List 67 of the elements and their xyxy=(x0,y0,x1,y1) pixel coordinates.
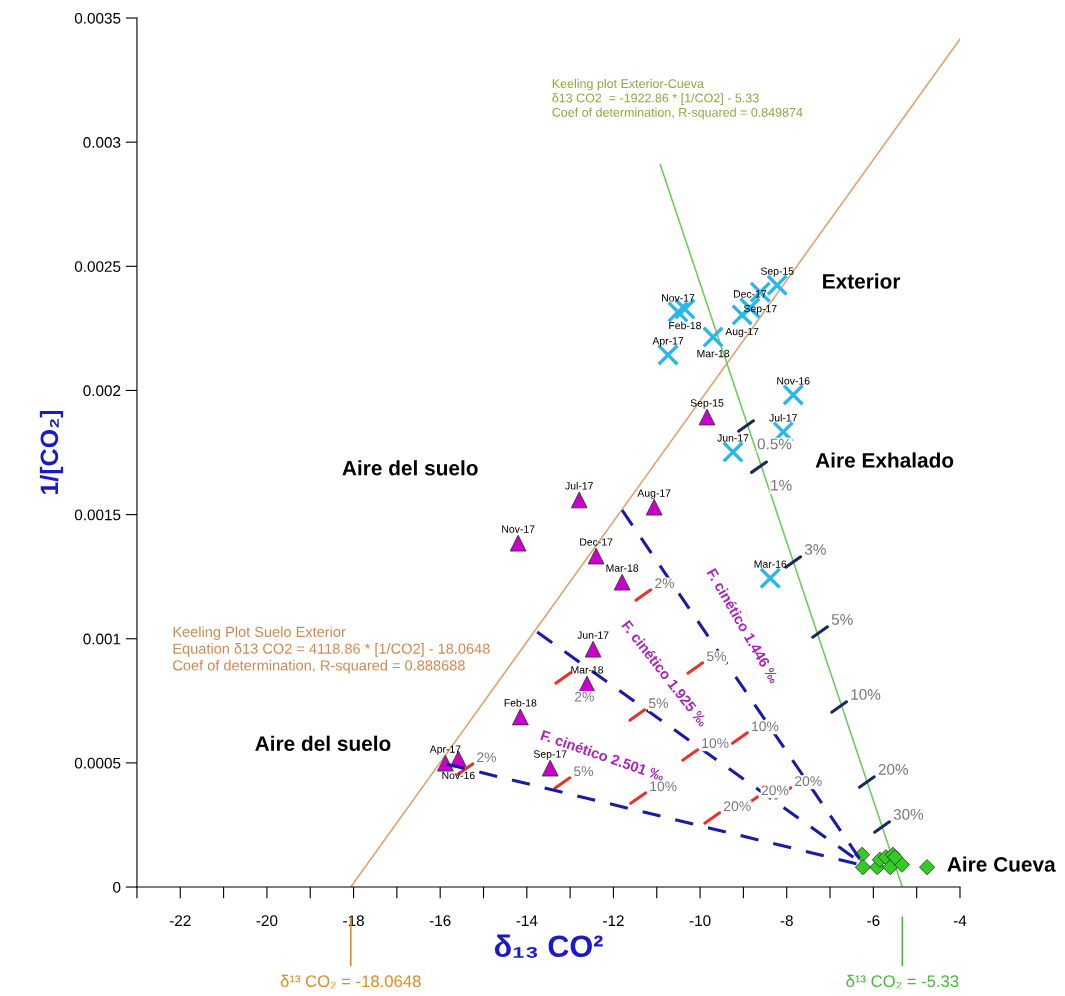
x-tick-label: -14 xyxy=(516,915,538,926)
y-tick-label: 0.0025 xyxy=(74,261,121,272)
annotation: 3% xyxy=(804,544,826,555)
x-tick-label: -20 xyxy=(256,915,278,927)
data-label: Mar-18 xyxy=(606,564,639,572)
annotation: 20% xyxy=(724,801,751,812)
data-label: Apr-17 xyxy=(652,337,684,347)
data-label: Nov-16 xyxy=(442,771,475,780)
annotation: 20% xyxy=(795,776,822,787)
annotation: Keeling Plot Suelo Exterior Equation δ13 CO2 = 4118.86 * [1/CO2] - 18.0648 Coef of determination, R-squared = 0.888688 xyxy=(173,626,490,674)
data-label: Nov-17 xyxy=(502,525,535,533)
y-tick-label: 0.0035 xyxy=(74,12,121,24)
annotation: 2% xyxy=(655,578,675,589)
data-label: Sep-15 xyxy=(690,399,724,409)
y-tick-label: 0.003 xyxy=(83,137,121,148)
annotation: Aire Exhalado xyxy=(815,452,954,468)
data-label: Mar-18 xyxy=(571,666,604,674)
x-tick-label: -16 xyxy=(429,915,451,927)
data-label: Dec-17 xyxy=(580,538,613,546)
data-label: Mar-16 xyxy=(754,560,787,568)
x-tick-label: -6 xyxy=(867,915,880,927)
x-tick-label: -12 xyxy=(603,915,624,926)
annotation: 2% xyxy=(477,752,496,763)
annotation: 10% xyxy=(650,781,677,792)
x-tick-label: -4 xyxy=(953,915,967,926)
data-label: Apr-17 xyxy=(429,745,461,755)
x-tick-label: -8 xyxy=(780,915,793,927)
data-label: Nov-16 xyxy=(777,377,810,385)
y-tick-label: 0.0015 xyxy=(74,509,121,521)
data-label: Aug-17 xyxy=(725,327,759,338)
ref-line-label: δ¹³ CO₂ = -18.0648 xyxy=(280,974,421,989)
y-tick-label: 0 xyxy=(113,881,121,893)
annotation: Aire Cueva xyxy=(947,856,1056,872)
annotation: 5% xyxy=(831,614,853,625)
annotation: 1% xyxy=(771,479,792,491)
y-tick-label: 0.002 xyxy=(83,385,121,397)
x-axis-title: δ₁₃ CO² xyxy=(494,934,603,958)
annotation: 2% xyxy=(575,691,594,702)
x-tick-label: -22 xyxy=(169,915,191,926)
annotation: 5% xyxy=(706,651,727,662)
data-label: Jul-17 xyxy=(769,413,797,422)
annotation: 10% xyxy=(851,689,881,700)
annotation: 30% xyxy=(893,808,924,820)
annotation: 20% xyxy=(761,785,789,796)
data-label: Jun-17 xyxy=(577,631,609,639)
data-label: Feb-18 xyxy=(669,321,701,330)
annotation: 0.5% xyxy=(757,438,792,450)
ref-line-label: δ¹³ CO₂ = -5.33 xyxy=(846,974,959,989)
annotation: 10% xyxy=(752,721,779,732)
data-label: Sep-15 xyxy=(760,267,794,277)
y-tick-label: 0.001 xyxy=(83,633,121,645)
annotation: Exterior xyxy=(823,273,901,289)
annotation: 20% xyxy=(878,764,908,775)
y-axis-title: 1/[CO₂] xyxy=(39,410,64,495)
x-tick-label: -10 xyxy=(689,915,711,927)
annotation: 5% xyxy=(574,766,594,777)
data-label: Nov-17 xyxy=(662,294,695,302)
annotation: Aire del suelo xyxy=(255,735,391,751)
annotation: Aire del suelo xyxy=(342,460,478,476)
data-label: Feb-18 xyxy=(504,698,537,707)
annotation: Keeling plot Exterior-Cueva δ13 CO2 = -1922.86 * [1/CO2] - 5.33 Coef of determination, R-squared = 0.849874 xyxy=(552,78,803,120)
data-label: Jun-17 xyxy=(717,434,749,442)
annotation: 5% xyxy=(648,698,668,709)
y-tick-label: 0.0005 xyxy=(74,757,121,769)
data-label: Aug-17 xyxy=(637,489,671,499)
data-label: Jul-17 xyxy=(565,481,593,490)
annotation: 10% xyxy=(702,738,729,749)
